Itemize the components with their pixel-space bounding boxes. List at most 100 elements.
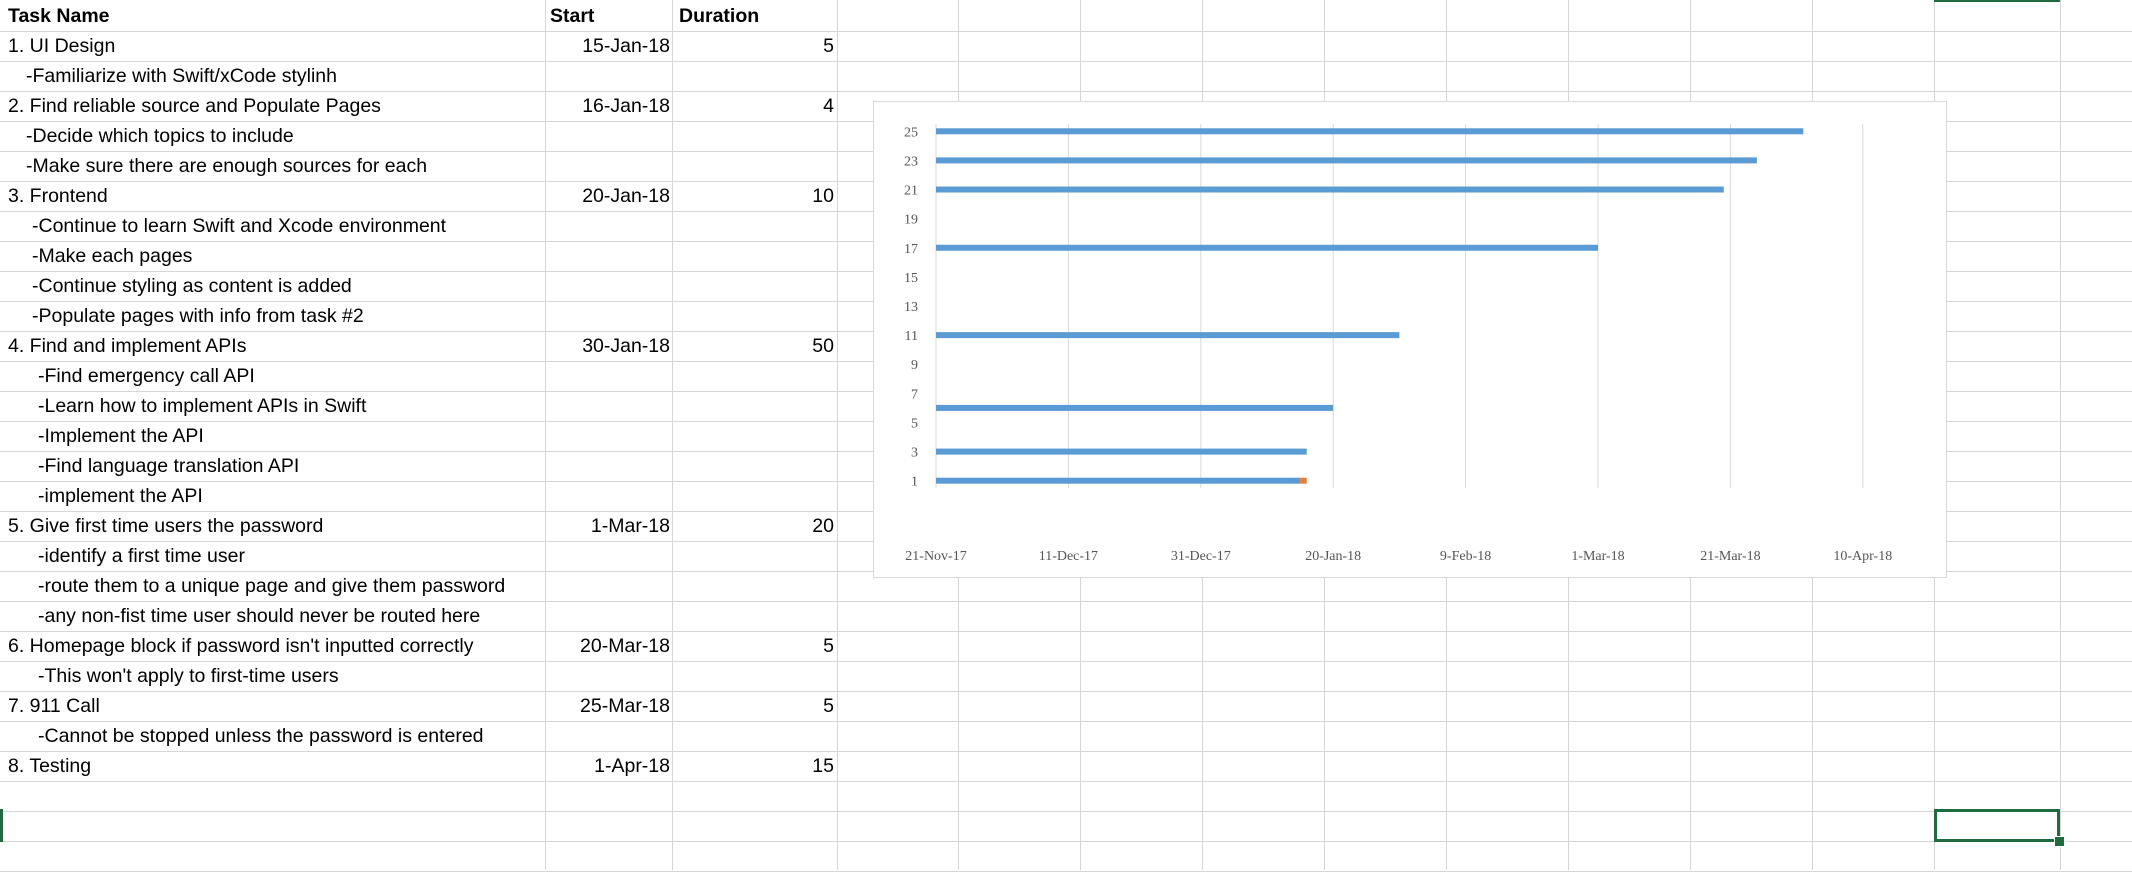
y-tick-label: 23	[904, 154, 918, 169]
row-gridline	[0, 632, 2132, 662]
start-cell[interactable]	[548, 212, 670, 241]
row-gridline	[0, 602, 2132, 632]
duration-cell[interactable]	[676, 62, 834, 91]
task-name-cell[interactable]: -Learn how to implement APIs in Swift	[38, 395, 367, 417]
start-cell[interactable]: 16-Jan-18	[582, 95, 670, 117]
duration-cell[interactable]: 50	[812, 335, 834, 357]
duration-cell[interactable]: 15	[812, 755, 834, 777]
task-name-cell[interactable]: -any non-fist time user should never be …	[38, 605, 481, 627]
header-task-name[interactable]: Task Name	[8, 5, 110, 27]
start-cell[interactable]	[548, 242, 670, 271]
task-name-cell[interactable]: 4. Find and implement APIs	[8, 335, 247, 357]
task-name-cell[interactable]: 1. UI Design	[8, 35, 116, 57]
duration-cell[interactable]	[676, 542, 834, 571]
fill-handle[interactable]	[2054, 836, 2065, 847]
duration-cell[interactable]	[676, 722, 834, 751]
duration-cell[interactable]	[676, 482, 834, 511]
gantt-bar	[936, 186, 1724, 193]
gantt-bar	[936, 448, 1307, 455]
x-tick-label: 9-Feb-18	[1440, 549, 1491, 564]
row-selection-indicator	[0, 809, 3, 842]
header-start[interactable]: Start	[550, 5, 595, 27]
duration-cell[interactable]: 10	[812, 185, 834, 207]
duration-cell[interactable]	[676, 152, 834, 181]
task-name-cell[interactable]: -Make sure there are enough sources for …	[26, 155, 428, 177]
column-gridline	[672, 0, 673, 870]
duration-cell[interactable]	[676, 242, 834, 271]
task-name-cell[interactable]: -Decide which topics to include	[26, 125, 294, 147]
duration-cell[interactable]	[676, 212, 834, 241]
duration-cell[interactable]	[676, 422, 834, 451]
active-cell[interactable]	[1934, 809, 2060, 842]
task-name-cell[interactable]: 3. Frontend	[8, 185, 108, 207]
start-cell[interactable]: 30-Jan-18	[582, 335, 670, 357]
task-name-cell[interactable]: -Cannot be stopped unless the password i…	[38, 725, 484, 747]
y-tick-label: 21	[904, 184, 918, 199]
task-name-cell[interactable]: -route them to a unique page and give th…	[38, 575, 506, 597]
task-name-cell[interactable]: -identify a first time user	[38, 545, 245, 567]
duration-cell[interactable]	[676, 392, 834, 421]
start-cell[interactable]	[548, 482, 670, 511]
duration-cell[interactable]	[676, 452, 834, 481]
duration-cell[interactable]: 20	[812, 515, 834, 537]
start-cell[interactable]	[548, 422, 670, 451]
start-cell[interactable]	[548, 602, 670, 631]
task-name-cell[interactable]: -Populate pages with info from task #2	[32, 305, 364, 327]
start-cell[interactable]	[548, 572, 670, 601]
start-cell[interactable]: 1-Apr-18	[594, 755, 670, 777]
start-cell[interactable]	[548, 542, 670, 571]
task-name-cell[interactable]: 7. 911 Call	[8, 695, 100, 717]
duration-cell[interactable]: 4	[823, 95, 834, 117]
duration-cell[interactable]	[676, 122, 834, 151]
row-gridline	[0, 692, 2132, 722]
duration-cell[interactable]: 5	[823, 35, 834, 57]
start-cell[interactable]	[548, 302, 670, 331]
task-name-cell[interactable]: -Make each pages	[32, 245, 193, 267]
duration-cell[interactable]	[676, 362, 834, 391]
x-tick-label: 31-Dec-17	[1171, 549, 1231, 564]
gantt-bar	[936, 332, 1400, 339]
start-cell[interactable]: 1-Mar-18	[590, 515, 670, 537]
task-name-cell[interactable]: -Implement the API	[38, 425, 204, 447]
task-name-cell[interactable]: -This won't apply to first-time users	[38, 665, 339, 687]
start-cell[interactable]	[548, 152, 670, 181]
task-name-cell[interactable]: 2. Find reliable source and Populate Pag…	[8, 95, 381, 117]
duration-cell[interactable]: 5	[823, 695, 834, 717]
start-cell[interactable]	[548, 722, 670, 751]
column-selection-indicator	[1934, 0, 2060, 2]
x-tick-label: 1-Mar-18	[1571, 549, 1624, 564]
start-cell[interactable]	[548, 272, 670, 301]
duration-cell[interactable]: 5	[823, 635, 834, 657]
start-cell[interactable]	[548, 122, 670, 151]
task-name-cell[interactable]: -Familiarize with Swift/xCode stylinh	[26, 65, 338, 87]
start-cell[interactable]	[548, 62, 670, 91]
task-name-cell[interactable]: 8. Testing	[8, 755, 92, 777]
start-cell[interactable]: 20-Jan-18	[582, 185, 670, 207]
start-cell[interactable]: 15-Jan-18	[582, 35, 670, 57]
duration-cell[interactable]	[676, 662, 834, 691]
start-cell[interactable]: 20-Mar-18	[580, 635, 670, 657]
task-name-cell[interactable]: -Continue to learn Swift and Xcode envir…	[32, 215, 447, 237]
row-gridline	[0, 842, 2132, 872]
task-name-cell[interactable]: -Find language translation API	[38, 455, 300, 477]
task-name-cell[interactable]: -implement the API	[38, 485, 203, 507]
gantt-chart[interactable]: 21-Nov-17 11-Dec-17 31-Dec-17 20-Jan-18 9-Fe…	[873, 101, 1947, 578]
gantt-bar	[936, 404, 1334, 411]
start-cell[interactable]	[548, 392, 670, 421]
duration-cell[interactable]	[676, 272, 834, 301]
start-cell[interactable]	[548, 452, 670, 481]
gantt-bar	[936, 157, 1757, 164]
start-cell[interactable]: 25-Mar-18	[580, 695, 670, 717]
duration-cell[interactable]	[676, 572, 834, 601]
task-name-cell[interactable]: 6. Homepage block if password isn't inpu…	[8, 635, 474, 657]
start-cell[interactable]	[548, 362, 670, 391]
task-name-cell[interactable]: -Find emergency call API	[38, 365, 255, 387]
gantt-bar	[936, 477, 1301, 484]
header-duration[interactable]: Duration	[679, 5, 760, 27]
duration-cell[interactable]	[676, 302, 834, 331]
task-name-cell[interactable]: 5. Give first time users the password	[8, 515, 324, 537]
task-name-cell[interactable]: -Continue styling as content is added	[32, 275, 352, 297]
start-cell[interactable]	[548, 662, 670, 691]
duration-cell[interactable]	[676, 602, 834, 631]
